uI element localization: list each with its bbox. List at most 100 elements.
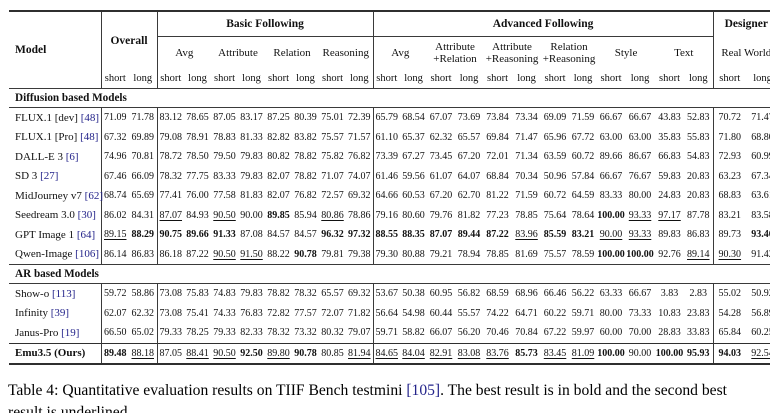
model-name: SD 3: [15, 170, 41, 183]
value-cell: 88.29: [129, 225, 158, 245]
value-cell: 73.69: [457, 112, 481, 124]
citation-link[interactable]: [30]: [77, 209, 96, 222]
value-cell: 73.84: [486, 112, 509, 124]
model-name: Janus-Pro: [15, 326, 62, 339]
value-cell: 73.08: [159, 307, 183, 319]
value-cell: 92.54: [751, 347, 770, 359]
col-subheader-short: short: [376, 73, 398, 84]
value-cell: 84.04: [402, 347, 425, 359]
citation-link[interactable]: [48]: [80, 111, 100, 124]
citation-link[interactable]: [64]: [76, 228, 96, 241]
value-cell: 83.17: [240, 112, 263, 124]
col-subheader-long: long: [296, 73, 315, 84]
value-cell: 66.46: [543, 288, 567, 300]
value-cell: 59.83: [658, 170, 681, 182]
value-cell: 73.39: [375, 151, 399, 163]
value-cell: 97.17: [658, 209, 681, 221]
value-cell: 91.42: [751, 248, 770, 260]
value-cell: 54.98: [402, 307, 425, 319]
col-subheader-long: long: [684, 69, 714, 89]
section-title: Diffusion based Models: [9, 88, 770, 108]
value-cell: 71.47: [515, 131, 538, 143]
col-subheader-short: short: [322, 73, 344, 84]
value-cell: 70.72: [718, 112, 742, 124]
value-cell: 79.33: [159, 327, 183, 339]
value-cell: 74.33: [213, 307, 236, 319]
value-cell: 78.50: [186, 151, 209, 163]
value-cell: 79.76: [429, 209, 453, 221]
value-cell: 79.38: [346, 244, 374, 265]
value-cell: 85.59: [543, 229, 567, 241]
value-cell: 60.22: [543, 307, 567, 319]
model-name-cell: DALL-E 3 [6]: [9, 147, 102, 167]
value-cell: 65.84: [718, 327, 742, 339]
citation-link[interactable]: [27]: [40, 170, 59, 183]
value-cell: 62.32: [429, 131, 453, 143]
table-header: Model Overall Basic Following Advanced F…: [9, 11, 770, 89]
value-cell: 100.00: [597, 347, 625, 359]
value-cell: 87.05: [159, 347, 183, 359]
value-cell: 50.38: [402, 288, 425, 300]
table-row: Emu3.5 (Ours) 89.48 88.18 87.05 88.41 90.50 92…: [9, 343, 770, 364]
value-cell: 65.57: [457, 131, 481, 143]
value-cell: 73.45: [429, 151, 453, 163]
value-cell: 77.57: [294, 307, 317, 319]
value-cell: 90.78: [294, 248, 317, 260]
table-row: MidJourney v7 [62] 68.74 65.69 77.41 76.00 77…: [9, 186, 770, 206]
col-subheader-short: short: [719, 73, 741, 84]
col-header-attribute-reasoning: Attribute +Reasoning: [485, 40, 539, 65]
citation-link[interactable]: [19]: [61, 326, 80, 339]
citation-link[interactable]: [113]: [51, 287, 76, 300]
value-cell: 33.83: [684, 323, 714, 343]
value-cell: 82.07: [267, 170, 290, 182]
value-cell: 60.95: [429, 288, 453, 300]
value-cell: 72.57: [321, 190, 344, 202]
citation-link[interactable]: [6]: [65, 150, 79, 163]
caption-citation-link[interactable]: [105]: [406, 382, 441, 399]
value-cell: 78.91: [186, 131, 209, 143]
value-cell: 50.96: [543, 170, 567, 182]
value-cell: 64.66: [375, 190, 399, 202]
value-cell: 80.60: [402, 209, 425, 221]
value-cell: 89.85: [267, 209, 290, 221]
model-name: GPT Image 1: [15, 228, 77, 241]
value-cell: 71.59: [571, 112, 595, 124]
value-cell: 83.21: [718, 209, 742, 221]
model-name-cell: Seedream 3.0 [30]: [9, 205, 102, 225]
value-cell: 89.73: [718, 229, 742, 241]
value-cell: 96.32: [321, 229, 344, 241]
value-cell: 100.00: [655, 347, 684, 359]
value-cell: 88.41: [186, 347, 209, 359]
value-cell: 68.96: [515, 288, 538, 300]
citation-link[interactable]: [106]: [75, 248, 99, 261]
col-header-attribute-relation: Attribute +Relation: [433, 40, 477, 65]
value-cell: 73.08: [159, 288, 183, 300]
col-header-reasoning: Reasoning: [319, 36, 374, 69]
citation-link[interactable]: [39]: [50, 307, 70, 320]
value-cell: 78.25: [186, 327, 209, 339]
col-header-basic-following: Basic Following: [157, 11, 374, 37]
value-cell: 71.09: [104, 112, 127, 124]
value-cell: 55.02: [718, 288, 742, 300]
value-cell: 89.15: [104, 229, 127, 241]
value-cell: 90.50: [213, 248, 236, 260]
value-cell: 90.00: [628, 347, 652, 359]
value-cell: 55.83: [684, 127, 714, 147]
value-cell: 63.00: [628, 131, 652, 143]
value-cell: 88.55: [375, 229, 399, 241]
value-cell: 59.71: [571, 307, 595, 319]
col-subheader-long: long: [346, 69, 374, 89]
citation-link[interactable]: [62]: [84, 189, 103, 202]
value-cell: 75.82: [321, 151, 344, 163]
value-cell: 59.56: [402, 170, 425, 182]
citation-link[interactable]: [48]: [80, 131, 99, 144]
value-cell: 71.47: [751, 112, 770, 124]
value-cell: 65.37: [402, 131, 425, 143]
value-cell: 90.75: [159, 229, 183, 241]
value-cell: 66.67: [599, 170, 623, 182]
value-cell: 56.64: [375, 307, 399, 319]
col-subheader-short: short: [160, 73, 182, 84]
value-cell: 66.67: [599, 112, 623, 124]
col-header-designer: Designer: [724, 18, 769, 31]
model-name-cell: Emu3.5 (Ours): [9, 343, 102, 364]
